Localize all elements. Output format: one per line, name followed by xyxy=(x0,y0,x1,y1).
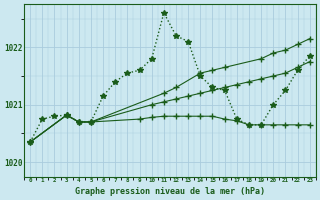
X-axis label: Graphe pression niveau de la mer (hPa): Graphe pression niveau de la mer (hPa) xyxy=(75,187,265,196)
